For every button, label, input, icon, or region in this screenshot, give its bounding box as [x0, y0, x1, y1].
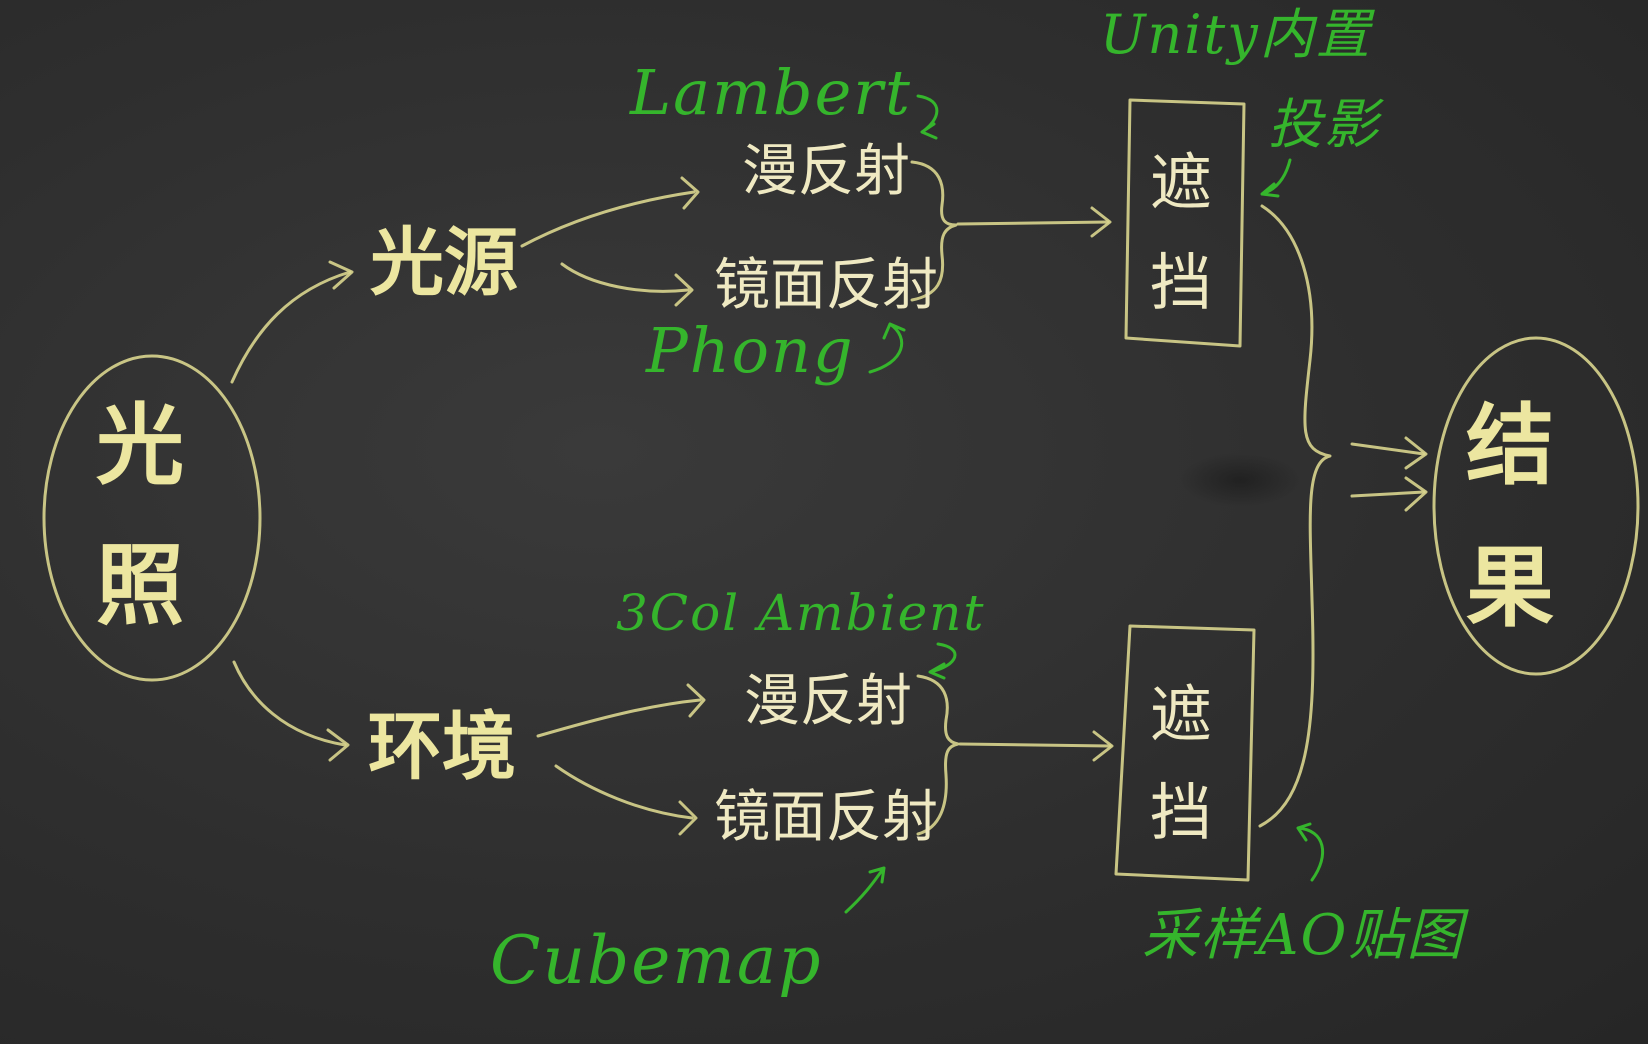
occlusion-bottom-char-2: 挡: [1150, 776, 1213, 849]
annotation-ao-map: 采样AO贴图: [1142, 903, 1465, 968]
pointer-3col-ambient: [928, 642, 957, 680]
arrow-lighting-to-env: [232, 660, 347, 747]
arrow-to-result-2: [1350, 490, 1426, 498]
arrow-source-to-specular: [560, 262, 690, 293]
arrowhead-lighting-to-source: [328, 260, 354, 290]
arrowhead-to-result-2: [1404, 476, 1428, 512]
occlusion-top-char-2: 挡: [1150, 246, 1213, 319]
light-source-diffuse: 漫反射: [742, 139, 910, 204]
pointer-ao-map: [1296, 822, 1325, 882]
arrow-brace-bottom-to-occlusion: [958, 742, 1112, 748]
pointer-shadow: [1260, 158, 1292, 198]
occlusion-top-char-1: 遮: [1150, 146, 1213, 219]
brace-top: [910, 160, 958, 302]
pointer-cubemap: [844, 866, 886, 914]
arrow-to-result-1: [1350, 442, 1426, 456]
annotation-3col-ambient: 3Col Ambient: [616, 584, 986, 642]
occlusion-bottom-char-1: 遮: [1150, 678, 1213, 751]
arrowhead-env-to-diffuse: [686, 683, 706, 718]
brace-bottom: [916, 674, 960, 836]
brace-right: [1258, 204, 1332, 828]
arrowhead-source-to-specular: [674, 273, 694, 307]
arrowhead-source-to-diffuse: [680, 176, 700, 210]
arrowhead-brace-top: [1090, 206, 1112, 238]
annotation-phong: Phong: [646, 314, 855, 387]
occlusion-box-bottom: [1114, 624, 1256, 882]
result-char-2: 果: [1466, 536, 1555, 639]
lighting-char-1: 光: [96, 394, 185, 497]
light-source-label: 光源: [370, 220, 518, 306]
arrow-lighting-to-source: [230, 270, 352, 384]
pointer-phong: [868, 322, 906, 374]
annotation-lambert: Lambert: [630, 56, 912, 129]
annotation-cubemap: Cubemap: [490, 922, 823, 999]
occlusion-box-top: [1124, 98, 1246, 348]
annotation-shadow: 投影: [1268, 93, 1380, 156]
arrow-brace-top-to-occlusion: [956, 220, 1110, 226]
environment-diffuse: 漫反射: [744, 669, 912, 734]
pointer-lambert: [916, 94, 939, 140]
arrowhead-brace-bottom: [1092, 730, 1114, 762]
arrowhead-env-to-specular: [678, 800, 698, 836]
light-source-specular: 镜面反射: [714, 253, 938, 318]
lighting-oval: [42, 354, 262, 682]
arrowhead-to-result-1: [1404, 436, 1428, 470]
lighting-char-2: 照: [96, 534, 185, 637]
arrow-env-to-specular: [554, 764, 694, 820]
arrowhead-lighting-to-env: [326, 728, 350, 762]
environment-label: 环境: [368, 704, 516, 790]
result-char-1: 结: [1466, 394, 1555, 497]
result-oval: [1432, 336, 1640, 676]
arrow-source-to-diffuse: [520, 190, 696, 248]
environment-specular: 镜面反射: [714, 785, 938, 850]
annotation-unity-builtin: Unity内置: [1100, 3, 1372, 66]
arrow-env-to-diffuse: [536, 698, 702, 738]
